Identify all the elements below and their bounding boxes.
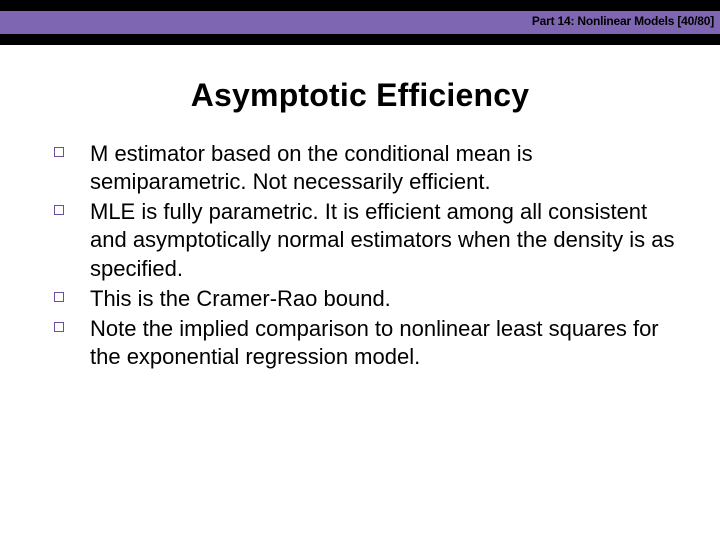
square-bullet-icon [54, 322, 64, 332]
square-bullet-icon [54, 205, 64, 215]
header-purple-stripe: Part 14: Nonlinear Models [40/80] [0, 10, 720, 35]
header-part-label: Part 14: Nonlinear Models [40/80] [532, 14, 714, 28]
slide-title: Asymptotic Efficiency [0, 77, 720, 114]
list-item-text: MLE is fully parametric. It is efficient… [90, 199, 674, 280]
slide-header: Part 14: Nonlinear Models [40/80] [0, 0, 720, 45]
list-item-text: This is the Cramer-Rao bound. [90, 286, 391, 311]
list-item: Note the implied comparison to nonlinear… [44, 315, 682, 371]
list-item-text: Note the implied comparison to nonlinear… [90, 316, 659, 369]
header-bottom-stripe [0, 35, 720, 45]
square-bullet-icon [54, 147, 64, 157]
list-item: M estimator based on the conditional mea… [44, 140, 682, 196]
list-item: MLE is fully parametric. It is efficient… [44, 198, 682, 282]
list-item-text: M estimator based on the conditional mea… [90, 141, 533, 194]
square-bullet-icon [54, 292, 64, 302]
slide: Part 14: Nonlinear Models [40/80] Asympt… [0, 0, 720, 540]
header-top-stripe [0, 0, 720, 10]
list-item: This is the Cramer-Rao bound. [44, 285, 682, 313]
slide-content: M estimator based on the conditional mea… [0, 140, 720, 371]
bullet-list: M estimator based on the conditional mea… [44, 140, 682, 371]
